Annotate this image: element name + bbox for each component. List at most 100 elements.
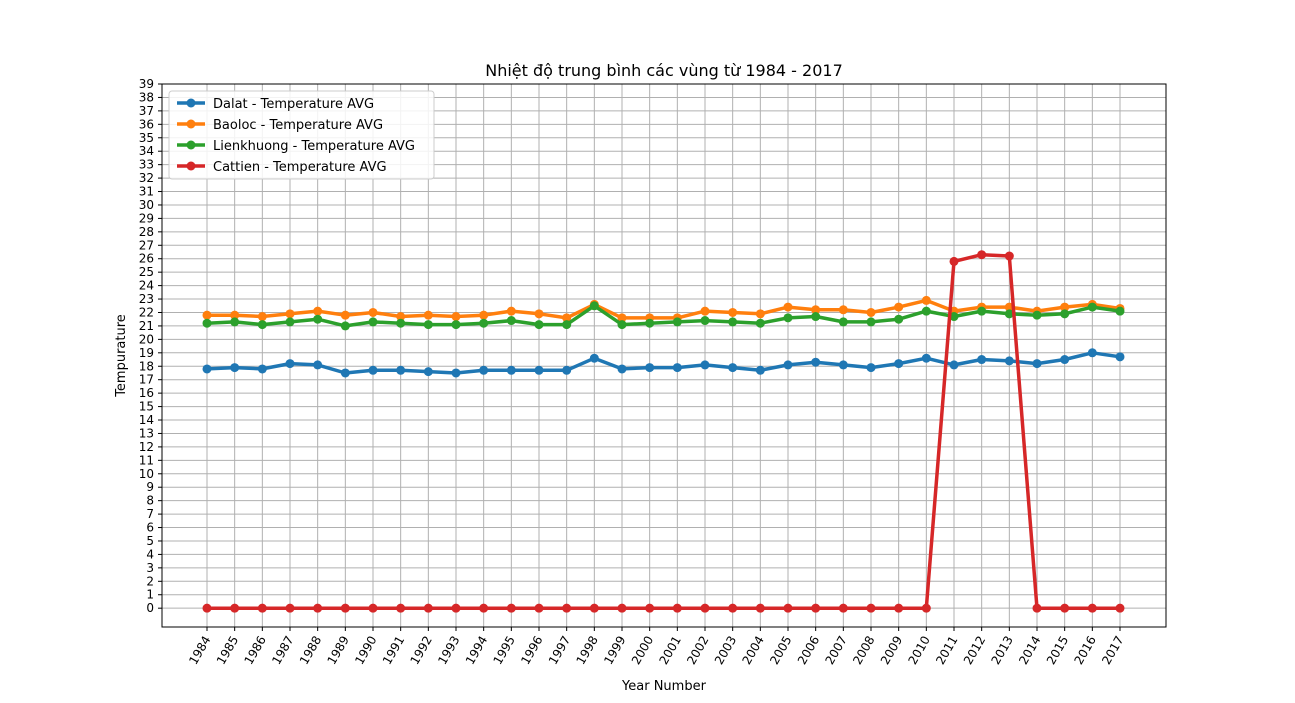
x-tick-label: 2001 — [657, 634, 684, 667]
x-tick-label: 2009 — [878, 634, 905, 667]
data-point — [1115, 306, 1125, 316]
data-point — [866, 363, 876, 373]
data-point — [396, 365, 406, 375]
data-point — [451, 368, 461, 378]
series-line — [205, 298, 1122, 320]
y-tick-label: 24 — [139, 279, 154, 293]
x-tick-label: 1995 — [491, 634, 518, 667]
y-axis-label: Tempurature — [114, 314, 129, 398]
data-point — [672, 603, 682, 613]
y-tick-label: 15 — [139, 400, 154, 414]
x-tick-label: 2012 — [961, 634, 988, 667]
data-point — [285, 603, 295, 613]
data-point — [479, 310, 489, 320]
data-point — [1004, 309, 1014, 319]
data-point — [645, 603, 655, 613]
data-point — [562, 365, 572, 375]
data-point — [811, 603, 821, 613]
data-point — [811, 357, 821, 367]
y-tick-label: 23 — [139, 292, 154, 306]
data-point — [589, 353, 599, 363]
x-tick-label: 1989 — [325, 634, 352, 667]
data-point — [368, 317, 378, 327]
data-point — [921, 353, 931, 363]
x-tick-label: 2002 — [684, 634, 711, 667]
y-tick-label: 12 — [139, 440, 154, 454]
data-point — [672, 317, 682, 327]
y-tick-label: 16 — [139, 386, 154, 400]
y-tick-label: 37 — [139, 104, 154, 118]
data-point — [894, 359, 904, 369]
data-point — [1115, 603, 1125, 613]
data-point — [1032, 603, 1042, 613]
data-point — [340, 603, 350, 613]
y-tick-label: 29 — [139, 211, 154, 225]
data-point — [202, 318, 212, 328]
y-tick-label: 30 — [139, 198, 154, 212]
data-point — [728, 363, 738, 373]
y-tick-label: 26 — [139, 252, 154, 266]
y-tick-label: 6 — [146, 521, 154, 535]
y-tick-label: 19 — [139, 346, 154, 360]
x-tick-label: 1986 — [242, 634, 269, 667]
data-point — [506, 306, 516, 316]
data-point — [838, 360, 848, 370]
data-point — [1060, 355, 1070, 365]
data-point — [562, 320, 572, 330]
data-point — [645, 363, 655, 373]
data-point — [506, 603, 516, 613]
data-point — [1060, 302, 1070, 312]
y-tick-label: 36 — [139, 117, 154, 131]
data-point — [589, 603, 599, 613]
data-point — [396, 312, 406, 322]
data-point — [894, 603, 904, 613]
x-tick-label: 2013 — [989, 634, 1016, 667]
legend-entry-label: Lienkhuong - Temperature AVG — [213, 139, 415, 154]
data-point — [285, 309, 295, 319]
y-tick-label: 5 — [146, 534, 154, 548]
y-tick-label: 27 — [139, 238, 154, 252]
y-tick-label: 7 — [146, 507, 154, 521]
data-point — [506, 316, 516, 326]
legend-entry-label: Dalat - Temperature AVG — [213, 97, 374, 112]
x-tick-label: 1993 — [435, 634, 462, 667]
y-tick-label: 14 — [139, 413, 154, 427]
series-line — [205, 304, 1122, 328]
data-point — [700, 306, 710, 316]
data-point — [672, 363, 682, 373]
data-point — [285, 317, 295, 327]
y-tick-label: 8 — [146, 494, 154, 508]
data-point — [866, 317, 876, 327]
data-point — [1032, 359, 1042, 369]
x-tick-label: 1988 — [297, 634, 324, 667]
legend-swatch-marker — [186, 98, 196, 108]
x-tick-label: 1997 — [546, 634, 573, 667]
x-tick-label: 1999 — [601, 634, 628, 667]
series-group — [202, 301, 1125, 331]
data-point — [230, 317, 240, 327]
y-tick-label: 11 — [139, 453, 154, 467]
y-tick-label: 39 — [139, 77, 154, 91]
y-tick-label: 2 — [146, 574, 154, 588]
data-point — [534, 603, 544, 613]
x-tick-label: 2015 — [1044, 634, 1071, 667]
data-point — [230, 603, 240, 613]
y-tick-label: 35 — [139, 131, 154, 145]
x-tick-label: 1992 — [408, 634, 435, 667]
data-point — [866, 307, 876, 317]
y-tick-label: 20 — [139, 332, 154, 346]
data-point — [617, 320, 627, 330]
data-point — [368, 365, 378, 375]
x-tick-label: 1998 — [574, 634, 601, 667]
data-point — [451, 312, 461, 322]
data-point — [257, 603, 267, 613]
plot-frame — [161, 83, 1167, 628]
y-tick-label: 1 — [146, 588, 154, 602]
x-tick-label: 2006 — [795, 634, 822, 667]
data-point — [783, 302, 793, 312]
data-point — [894, 302, 904, 312]
data-point — [589, 301, 599, 311]
data-point — [921, 603, 931, 613]
x-tick-label: 1996 — [518, 634, 545, 667]
y-tick-label: 28 — [139, 225, 154, 239]
